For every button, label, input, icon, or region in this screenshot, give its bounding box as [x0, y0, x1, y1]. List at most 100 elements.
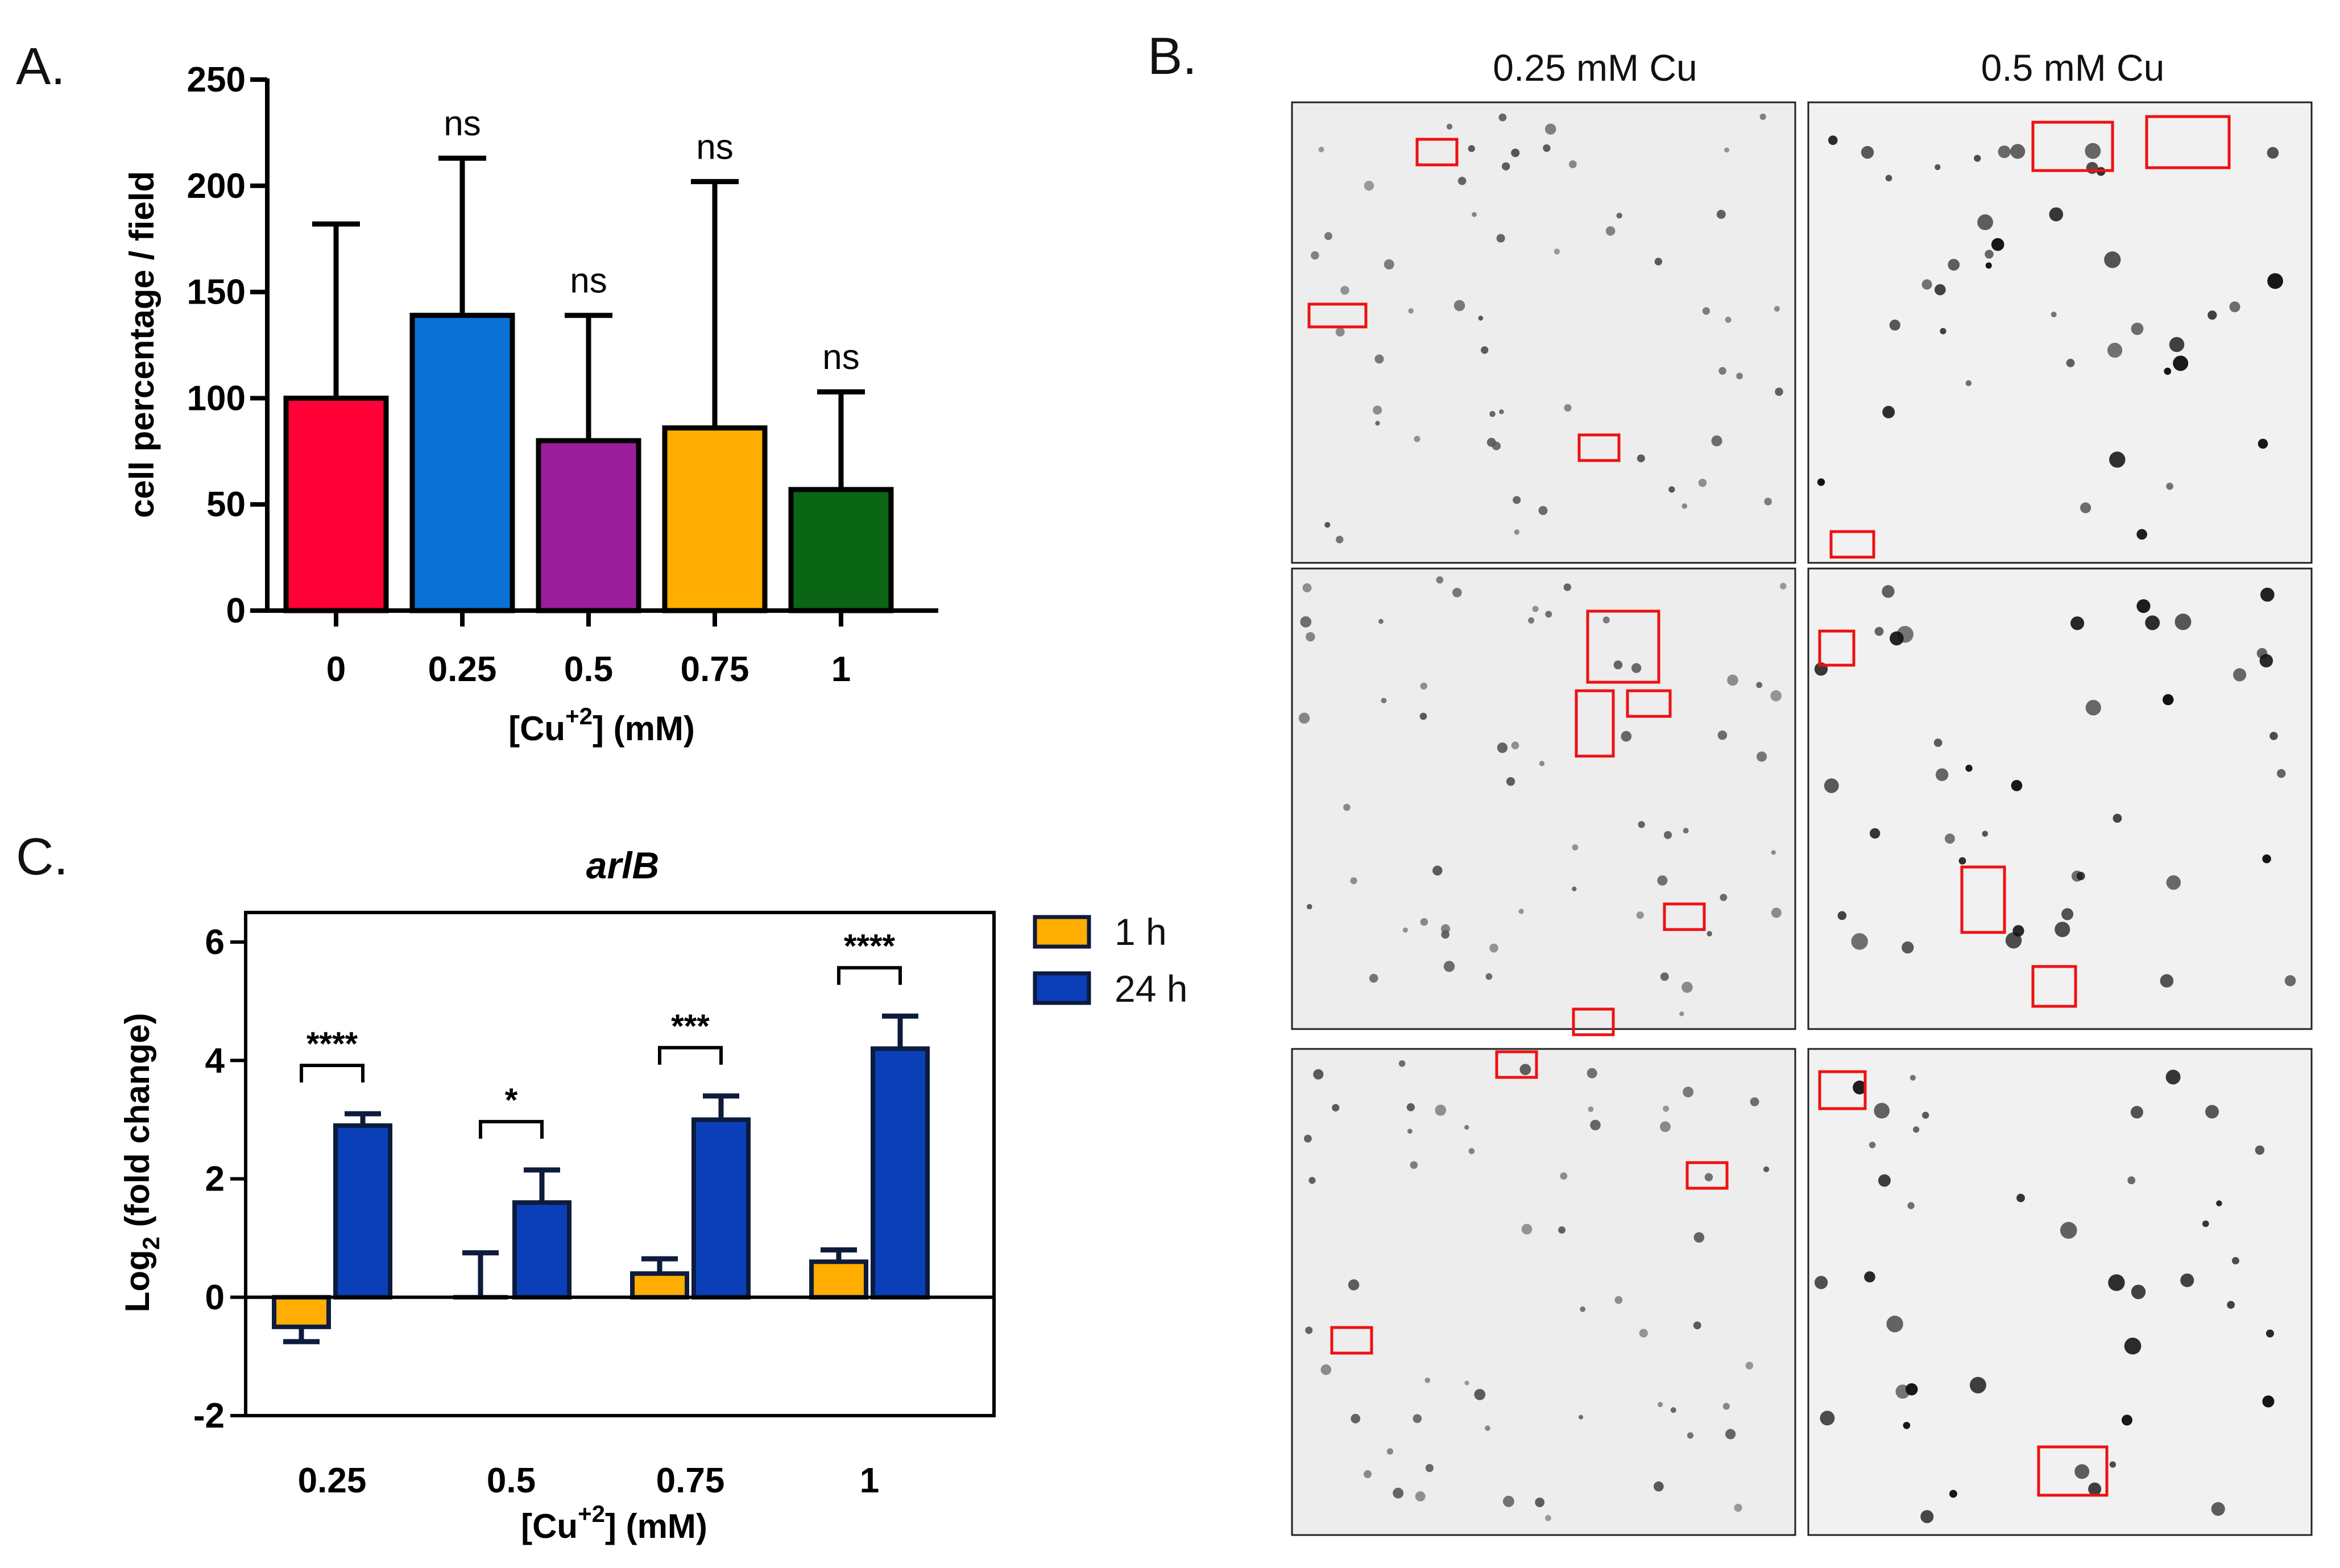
micrograph-cell-dot — [1393, 1487, 1404, 1499]
micrograph-cell-dot — [1452, 587, 1462, 598]
micrograph-cell-dot — [1436, 576, 1444, 584]
micrograph-cell-dot — [1590, 1119, 1601, 1131]
micrograph-cell-dot — [2060, 1222, 2077, 1239]
micrograph-cell-dot — [1882, 405, 1895, 418]
micrograph-cell-dot — [1658, 1401, 1663, 1407]
micrograph-cell-dot — [1318, 146, 1324, 152]
micrograph-cell-dot — [1725, 317, 1732, 323]
micrograph-image — [1807, 1048, 2313, 1536]
micrograph-highlight-box — [1575, 689, 1615, 758]
micrograph-cell-dot — [1614, 1296, 1623, 1304]
chart-c-ytick-label: 2 — [205, 1160, 225, 1199]
micrograph-image — [1807, 567, 2313, 1030]
micrograph-cell-dot — [1882, 585, 1895, 598]
micrograph-cell-dot — [1682, 981, 1693, 993]
micrograph-highlight-box — [1829, 530, 1875, 559]
micrograph-cell-dot — [1722, 1403, 1730, 1410]
chart-a-annotation: ns — [696, 127, 733, 167]
micrograph-cell-dot — [1770, 690, 1782, 702]
micrograph-cell-dot — [1958, 857, 1966, 865]
micrograph-cell-dot — [1756, 682, 1763, 688]
micrograph-cell-dot — [2145, 615, 2160, 630]
micrograph-highlight-box — [1685, 1161, 1729, 1190]
micrograph-cell-dot — [1886, 1316, 1903, 1333]
micrograph-cell-dot — [1324, 522, 1331, 528]
micrograph-cell-dot — [2164, 367, 2172, 375]
micrograph-cell-dot — [2276, 769, 2286, 778]
micrograph-cell-dot — [1408, 308, 1414, 314]
micrograph-cell-dot — [1348, 1279, 1360, 1291]
chart-a-bar — [788, 487, 894, 613]
micrograph-cell-dot — [1903, 1421, 1911, 1429]
micrograph-frame — [1807, 567, 2313, 1030]
micrograph-image — [1291, 1048, 1796, 1536]
micrograph-cell-dot — [1716, 210, 1726, 219]
chart-c-bars — [246, 1013, 994, 1345]
micrograph-cell-dot — [1420, 682, 1427, 690]
micrograph-cell-dot — [1539, 761, 1545, 766]
micrograph-cell-dot — [2258, 438, 2268, 449]
micrograph-cell-dot — [1771, 850, 1776, 855]
micrograph-highlight-box — [2031, 965, 2077, 1008]
micrograph-highlight-box — [1626, 689, 1672, 718]
micrograph-cell-dot — [1369, 973, 1378, 983]
micrograph-cell-dot — [1419, 712, 1427, 720]
micrograph-cell-dot — [1965, 380, 1972, 387]
micrograph-cell-dot — [1499, 409, 1504, 414]
micrograph-cell-dot — [1774, 306, 1780, 312]
chart-a-ytick-label: 250 — [187, 60, 246, 99]
micrograph-cell-dot — [2131, 322, 2144, 335]
micrograph-cell-dot — [2208, 310, 2217, 320]
micrograph-cell-dot — [1935, 768, 1949, 781]
micrograph-highlight-box — [1586, 609, 1660, 684]
micrograph-cell-dot — [1364, 180, 1374, 191]
micrograph-highlight-box — [1577, 433, 1621, 462]
micrograph-cell-dot — [1446, 123, 1453, 130]
micrograph-cell-dot — [1351, 1413, 1361, 1424]
micrograph-cell-dot — [2205, 1105, 2219, 1119]
micrograph-cell-dot — [1535, 1498, 1545, 1507]
chart-c-significance-bracket — [837, 966, 902, 985]
micrograph-cell-dot — [1763, 1166, 1770, 1172]
micrograph-cell-dot — [2011, 779, 2023, 791]
micrograph-cell-dot — [1683, 1086, 1694, 1098]
micrograph-cell-dot — [1580, 1306, 1586, 1312]
micrograph-cell-dot — [1895, 1384, 1910, 1399]
chart-a-xtick-label: 0.75 — [681, 650, 749, 689]
micrograph-cell-dot — [1853, 1080, 1867, 1094]
micrograph-cell-dot — [2005, 932, 2022, 949]
micrograph-cell-dot — [1554, 248, 1560, 255]
micrograph-cell-dot — [2104, 251, 2121, 268]
micrograph-cell-dot — [1406, 1103, 1415, 1111]
micrograph-cell-dot — [2180, 1273, 2194, 1287]
micrograph-cell-dot — [1410, 1161, 1418, 1169]
micrograph-cell-dot — [1432, 865, 1443, 876]
micrograph-cell-dot — [1896, 626, 1914, 643]
micrograph-cell-dot — [1820, 1411, 1835, 1426]
micrograph-cell-dot — [1889, 320, 1900, 331]
micrograph-cell-dot — [1757, 751, 1767, 762]
micrograph-cell-dot — [2175, 613, 2192, 630]
micrograph-cell-dot — [1965, 765, 1973, 772]
micrograph-cell-dot — [1621, 731, 1632, 742]
micrograph-cell-dot — [1683, 828, 1689, 834]
micrograph-cell-dot — [2160, 974, 2174, 988]
micrograph-cell-dot — [2066, 359, 2075, 367]
micrograph-cell-dot — [1902, 941, 1914, 954]
micrograph-cell-dot — [1910, 1075, 1916, 1081]
micrograph-cell-dot — [1637, 454, 1645, 463]
micrograph-cell-dot — [2169, 337, 2185, 352]
micrograph-cell-dot — [2284, 975, 2296, 986]
micrograph-cell-dot — [1991, 238, 2004, 251]
micrograph-cell-dot — [1497, 742, 1508, 753]
micrograph-cell-dot — [1538, 505, 1548, 515]
micrograph-cell-dot — [1563, 583, 1571, 591]
chart-c-x-ticks: 0.25 0.5 0.75 1 — [298, 1461, 880, 1500]
micrograph-cell-dot — [1874, 1102, 1890, 1119]
micrograph-cell-dot — [1519, 1064, 1531, 1075]
micrograph-cell-dot — [1837, 911, 1847, 920]
chart-c-bar — [630, 1271, 689, 1300]
micrograph-cell-dot — [1336, 536, 1344, 544]
chart-c-xtick-label: 0.75 — [656, 1461, 725, 1500]
chart-c-xtick-label: 0.5 — [487, 1461, 536, 1500]
